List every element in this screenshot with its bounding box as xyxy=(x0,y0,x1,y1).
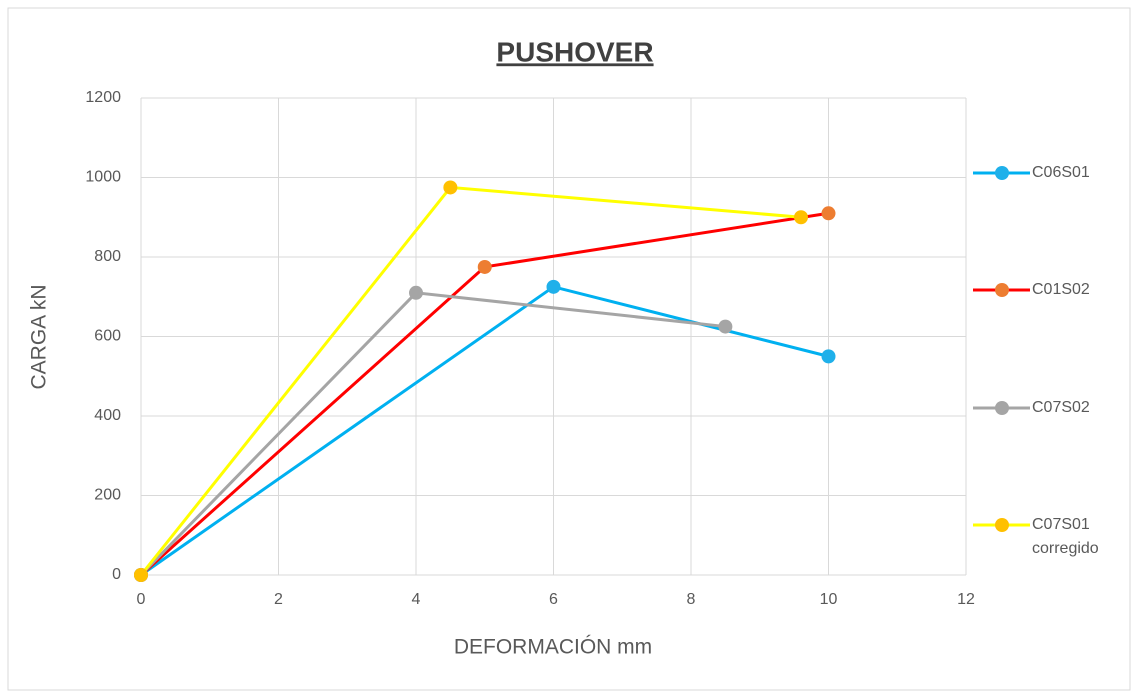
legend-label: C01S02 xyxy=(1032,281,1090,298)
y-tick-label: 200 xyxy=(94,487,121,504)
data-point xyxy=(134,568,148,582)
legend-label: C06S01 xyxy=(1032,164,1090,181)
x-tick-label: 8 xyxy=(687,591,696,608)
data-point xyxy=(821,206,836,221)
legend-icon xyxy=(973,166,1030,180)
legend-entry: C07S02 xyxy=(970,396,1117,420)
legend-marker xyxy=(995,401,1009,415)
legend-marker xyxy=(995,518,1009,532)
y-axis-title: CARGA kN xyxy=(28,284,51,389)
legend-entry: C07S01 corregido xyxy=(970,513,1117,561)
data-point xyxy=(546,279,561,294)
legend-entry: C01S02 xyxy=(970,278,1117,302)
y-tick-label: 600 xyxy=(94,328,121,345)
chart-title: PUSHOVER xyxy=(496,36,653,67)
legend-label: C07S02 xyxy=(1032,399,1090,416)
y-tick-label: 0 xyxy=(112,566,121,583)
x-tick-label: 10 xyxy=(820,591,838,608)
x-tick-label: 6 xyxy=(549,591,558,608)
y-tick-label: 1200 xyxy=(85,89,121,106)
x-tick-label: 12 xyxy=(957,591,975,608)
x-tick-label: 4 xyxy=(412,591,421,608)
legend: C06S01 C01S02 C07S02 C07S01 corregido xyxy=(970,0,1135,698)
x-axis-title: DEFORMACIÓN mm xyxy=(454,636,652,659)
legend-label: C07S01 corregido xyxy=(1032,516,1099,557)
legend-icon xyxy=(973,401,1030,415)
y-tick-label: 800 xyxy=(94,248,121,265)
y-tick-label: 400 xyxy=(94,407,121,424)
data-point xyxy=(477,259,492,274)
legend-icon xyxy=(973,283,1030,297)
data-point xyxy=(718,319,733,334)
data-point xyxy=(821,349,836,364)
data-point xyxy=(443,180,458,195)
data-point xyxy=(794,210,808,225)
legend-entry: C06S01 xyxy=(970,161,1117,185)
legend-marker xyxy=(995,283,1009,297)
legend-marker xyxy=(995,166,1009,180)
x-tick-label: 0 xyxy=(137,591,146,608)
y-tick-label: 1000 xyxy=(85,169,121,186)
data-point xyxy=(409,285,423,300)
legend-icon xyxy=(973,518,1030,532)
x-tick-label: 2 xyxy=(274,591,283,608)
chart-border xyxy=(7,7,1131,691)
